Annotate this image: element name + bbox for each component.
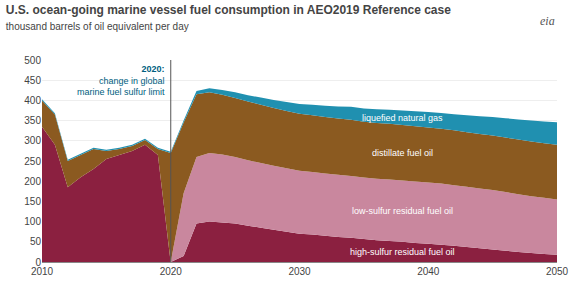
- svg-text:300: 300: [24, 135, 41, 146]
- svg-text:500: 500: [24, 55, 41, 66]
- svg-text:2030: 2030: [288, 266, 311, 277]
- svg-text:2040: 2040: [417, 266, 440, 277]
- svg-text:350: 350: [24, 115, 41, 126]
- svg-text:2050: 2050: [546, 266, 569, 277]
- svg-text:high-sulfur residual fuel oil: high-sulfur residual fuel oil: [350, 247, 455, 257]
- svg-text:0: 0: [35, 257, 41, 268]
- svg-text:200: 200: [24, 176, 41, 187]
- svg-text:distillate fuel oil: distillate fuel oil: [372, 148, 433, 158]
- svg-text:450: 450: [24, 75, 41, 86]
- svg-text:low-sulfur residual fuel oil: low-sulfur residual fuel oil: [352, 206, 453, 216]
- svg-text:150: 150: [24, 196, 41, 207]
- svg-text:50: 50: [30, 236, 42, 247]
- svg-text:100: 100: [24, 216, 41, 227]
- svg-text:liquefied natural gas: liquefied natural gas: [362, 113, 443, 123]
- svg-text:400: 400: [24, 95, 41, 106]
- svg-text:250: 250: [24, 156, 41, 167]
- svg-text:eia: eia: [540, 14, 555, 28]
- svg-text:U.S. ocean-going marine vessel: U.S. ocean-going marine vessel fuel cons…: [6, 3, 451, 32]
- svg-text:2020:change in globalmarine fu: 2020:change in globalmarine fuel sulfur …: [77, 64, 165, 97]
- svg-text:2020: 2020: [160, 266, 183, 277]
- svg-text:2010: 2010: [31, 266, 54, 277]
